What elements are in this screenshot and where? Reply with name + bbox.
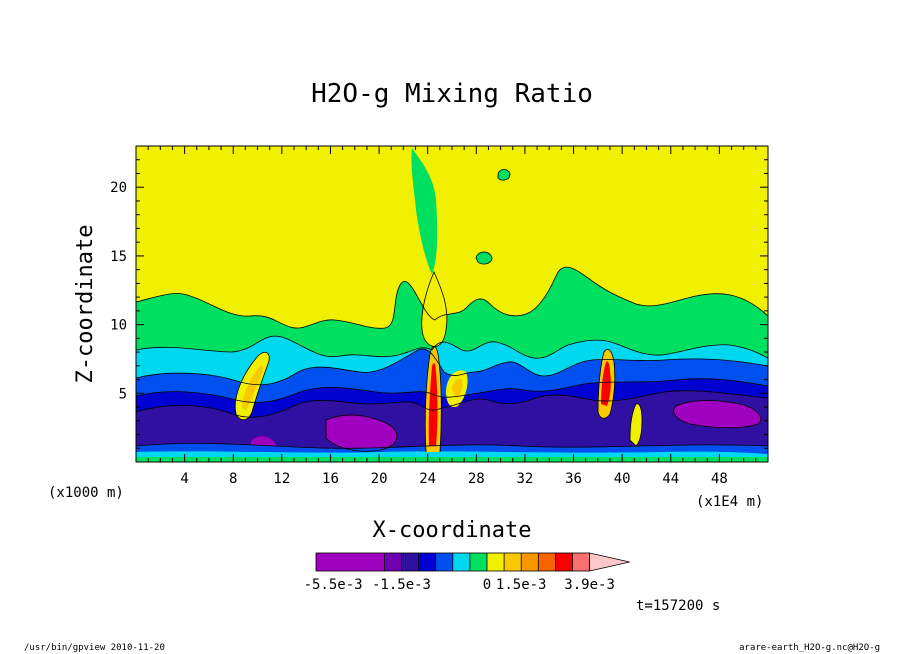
colorbar-swatch — [504, 553, 522, 571]
x-tick-label: 16 — [322, 471, 339, 487]
contour-line — [597, 348, 616, 419]
footer-right: arare-earth_H2O-g.nc@H2O-g — [739, 643, 880, 653]
colorbar-swatch — [401, 553, 419, 571]
contour-line — [234, 351, 270, 421]
x-tick-label: 44 — [662, 471, 679, 487]
contour-lines — [136, 169, 768, 453]
colorbar-label: -1.5e-3 — [372, 577, 431, 593]
colorbar-swatch — [521, 553, 539, 571]
contour-line — [136, 266, 768, 329]
colorbar-swatch — [538, 553, 556, 571]
region-green-wisp — [411, 148, 438, 274]
x-tick-label: 24 — [419, 471, 436, 487]
y-axis-label: Z-coordinate — [73, 225, 98, 384]
contour-line — [497, 169, 511, 181]
colorbar-label: 3.9e-3 — [564, 577, 615, 593]
region-tower-40 — [630, 403, 642, 446]
colorbar-swatch — [316, 553, 334, 571]
region-orange-plume-mid — [452, 378, 463, 398]
colorbar-swatch — [350, 553, 368, 571]
colorbar-swatch — [487, 553, 505, 571]
x-tick-label: 12 — [273, 471, 290, 487]
contour-line — [136, 335, 768, 359]
y-tick-label: 20 — [110, 180, 127, 196]
y-tick-label: 10 — [110, 318, 127, 334]
y-tick-label: 15 — [110, 249, 127, 265]
region-green-blob-1 — [498, 169, 510, 181]
colorbar-swatch — [367, 553, 385, 571]
region-green-blob-2 — [476, 252, 492, 265]
y-tick-label: 5 — [119, 386, 127, 402]
colorbar-swatch — [572, 553, 590, 571]
x-unit-right: (x1E4 m) — [696, 494, 763, 510]
x-tick-label: 8 — [229, 471, 237, 487]
contour-line — [421, 270, 448, 347]
contour-line — [136, 390, 768, 418]
colorbar-swatch — [555, 553, 573, 571]
x-tick-label: 40 — [614, 471, 631, 487]
x-tick-label: 20 — [371, 471, 388, 487]
x-unit-left: (x1000 m) — [48, 485, 124, 501]
region-purple-patch-3 — [673, 400, 761, 428]
region-tower-38-core — [601, 361, 611, 406]
colorbar-label: 0 — [483, 577, 491, 593]
region-purple-patch-1 — [326, 415, 398, 452]
contour-line — [629, 403, 643, 447]
colorbar-label: 1.5e-3 — [496, 577, 547, 593]
colorbar-swatch — [333, 553, 351, 571]
x-tick-label: 36 — [565, 471, 582, 487]
colorbar-swatch — [384, 553, 402, 571]
colorbar-swatch — [469, 553, 488, 571]
x-tick-label: 48 — [711, 471, 728, 487]
footer-left: /usr/bin/gpview 2010-11-20 — [24, 643, 165, 653]
colorbar-swatch — [418, 553, 436, 571]
region-yellow-tower — [421, 272, 447, 347]
x-tick-label: 4 — [180, 471, 188, 487]
time-label: t=157200 s — [636, 598, 720, 614]
colorbar: -5.5e-3 -1.5e-3 0 1.5e-3 3.9e-3 — [304, 552, 630, 593]
x-tick-label: 32 — [516, 471, 533, 487]
contour-line — [136, 348, 768, 386]
contour-line — [136, 443, 768, 449]
contour-line — [475, 251, 493, 265]
colorbar-swatch — [435, 553, 454, 571]
colorbar-label: -5.5e-3 — [304, 577, 363, 593]
contour-line — [424, 346, 442, 453]
plot-area — [136, 146, 768, 462]
contour-line — [325, 414, 398, 452]
region-tower-24-core — [428, 363, 438, 446]
region-orange-left-plume — [242, 365, 263, 410]
x-axis-label: X-coordinate — [373, 518, 532, 543]
contour-line — [673, 400, 762, 429]
colorbar-swatch — [452, 553, 471, 571]
x-tick-label: 28 — [468, 471, 485, 487]
contour-line — [136, 378, 768, 403]
colorbar-over-arrow — [589, 552, 630, 572]
chart-title: H2O-g Mixing Ratio — [311, 79, 593, 109]
